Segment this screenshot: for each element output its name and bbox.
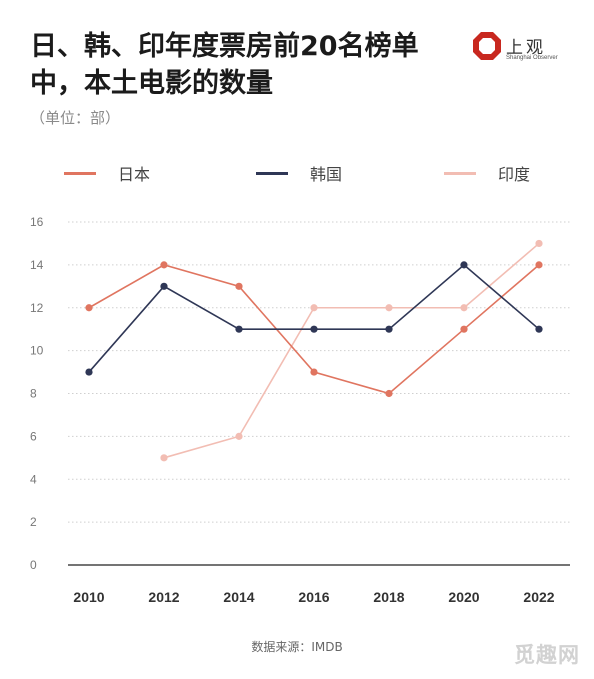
data-point-india <box>385 304 393 312</box>
data-point-india <box>235 432 243 440</box>
y-tick-label: 16 <box>30 215 44 229</box>
data-point-japan <box>535 261 543 269</box>
data-point-india <box>310 304 318 312</box>
data-point-japan <box>85 304 93 312</box>
data-point-korea <box>160 282 168 290</box>
x-tick-label: 2018 <box>373 589 404 605</box>
series-line-korea <box>88 263 540 373</box>
y-tick-label: 10 <box>30 344 44 358</box>
data-point-korea <box>85 368 93 376</box>
x-tick-label: 2010 <box>73 589 104 605</box>
data-point-korea <box>460 261 468 269</box>
logo-subtitle: Shanghai Observer <box>506 55 558 61</box>
legend-label-india: 印度 <box>498 165 531 184</box>
unit-label: （单位：部） <box>30 109 121 127</box>
logo: 上观 Shanghai Observer <box>472 31 572 65</box>
legend-swatch-india <box>444 171 476 175</box>
data-point-japan <box>310 368 318 376</box>
legend-swatch-japan <box>64 171 96 175</box>
chart-title: 日、韩、印年度票房前20名榜单中，本土电影的数量 <box>30 31 419 99</box>
x-tick-label: 2014 <box>223 589 254 605</box>
logo-icon <box>473 32 501 60</box>
x-tick-label: 2022 <box>523 589 554 605</box>
legend-item-india: 印度 <box>444 160 530 186</box>
data-point-korea <box>385 325 393 333</box>
x-tick-label: 2020 <box>448 589 479 605</box>
y-tick-label: 2 <box>30 515 37 529</box>
legend-item-korea: 韩国 <box>256 160 342 186</box>
y-tick-label: 8 <box>30 387 37 401</box>
logo-name: 上观 <box>506 38 546 58</box>
y-tick-label: 4 <box>30 472 37 486</box>
x-tick-label: 2016 <box>298 589 329 605</box>
data-point-korea <box>535 325 543 333</box>
data-source: 数据来源：IMDB <box>251 640 343 654</box>
data-point-japan <box>385 389 393 398</box>
data-point-korea <box>310 325 318 333</box>
y-tick-label: 6 <box>30 429 37 443</box>
data-point-india <box>460 304 468 312</box>
x-tick-label: 2012 <box>148 589 179 605</box>
y-tick-label: 12 <box>30 301 44 315</box>
y-tick-label: 0 <box>30 558 37 572</box>
data-point-japan <box>460 325 468 333</box>
series-line-india <box>163 242 540 459</box>
data-point-japan <box>235 282 243 290</box>
data-point-korea <box>235 325 243 333</box>
data-point-india <box>160 454 168 462</box>
y-tick-label: 14 <box>30 258 44 272</box>
legend-label-japan: 日本 <box>118 165 151 184</box>
data-point-india <box>535 239 543 248</box>
legend-label-korea: 韩国 <box>310 165 343 184</box>
data-point-japan <box>160 261 168 269</box>
legend-item-japan: 日本 <box>64 160 150 186</box>
watermark: 觅趣网 <box>514 643 580 667</box>
legend-swatch-korea <box>256 171 288 175</box>
